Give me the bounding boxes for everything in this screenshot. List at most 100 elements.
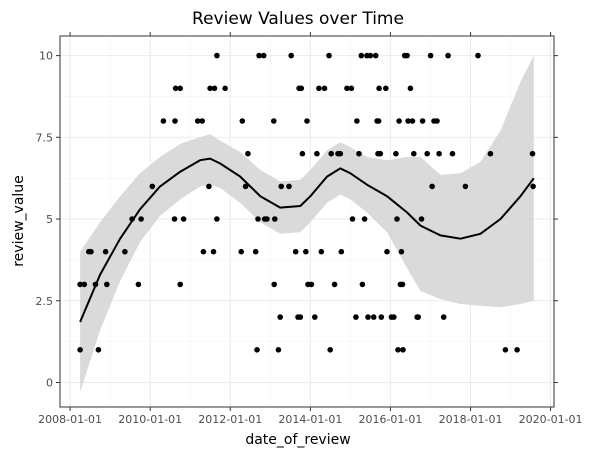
data-point bbox=[172, 85, 179, 92]
data-point bbox=[180, 216, 187, 222]
data-point bbox=[264, 216, 270, 222]
data-point bbox=[394, 216, 400, 222]
smooth-line-layer bbox=[79, 157, 535, 323]
data-point bbox=[207, 85, 213, 92]
data-point bbox=[149, 183, 156, 190]
data-point bbox=[530, 183, 536, 190]
data-point bbox=[303, 248, 309, 255]
data-point bbox=[297, 314, 304, 320]
chart-title: Review Values over Time bbox=[192, 9, 404, 29]
data-point bbox=[418, 216, 425, 222]
data-point bbox=[95, 347, 102, 353]
data-point bbox=[331, 281, 338, 288]
data-point bbox=[393, 150, 399, 157]
x-axis-title: date_of_review bbox=[245, 432, 350, 448]
data-point bbox=[278, 183, 285, 190]
data-point bbox=[171, 216, 178, 222]
data-point bbox=[239, 118, 246, 124]
data-point bbox=[304, 118, 310, 124]
data-point bbox=[275, 347, 282, 353]
data-point bbox=[172, 118, 178, 124]
data-point bbox=[271, 281, 278, 288]
y-axis-title: review_value bbox=[11, 175, 27, 267]
data-point bbox=[361, 216, 368, 222]
data-point bbox=[502, 347, 509, 353]
data-point bbox=[214, 52, 220, 59]
data-point bbox=[344, 85, 350, 92]
data-point bbox=[122, 248, 128, 255]
data-point bbox=[359, 281, 366, 288]
data-point bbox=[378, 314, 385, 320]
y-tick-label: 10 bbox=[39, 50, 53, 63]
data-point bbox=[399, 281, 406, 288]
data-point bbox=[419, 118, 426, 124]
data-point bbox=[398, 248, 405, 255]
data-point bbox=[434, 118, 440, 124]
data-point bbox=[298, 85, 305, 92]
data-point bbox=[396, 118, 402, 124]
data-point bbox=[411, 150, 417, 157]
smooth-line bbox=[79, 157, 535, 323]
data-point bbox=[365, 314, 371, 320]
data-point bbox=[238, 248, 244, 255]
data-point bbox=[404, 52, 410, 59]
data-point bbox=[138, 216, 144, 222]
data-point bbox=[214, 216, 220, 222]
x-axis: 2008-01-01 2010-01-01 2012-01-01 2014-01-01… bbox=[38, 32, 583, 426]
data-point bbox=[242, 183, 249, 190]
data-point bbox=[348, 85, 355, 92]
data-point bbox=[372, 52, 379, 59]
data-point bbox=[407, 85, 414, 92]
points-layer bbox=[77, 52, 536, 353]
data-point bbox=[328, 150, 335, 157]
data-point bbox=[487, 150, 494, 157]
data-point bbox=[353, 314, 359, 320]
data-point bbox=[160, 118, 167, 124]
data-point bbox=[327, 347, 334, 353]
data-point bbox=[338, 248, 345, 255]
data-point bbox=[277, 314, 284, 320]
data-point bbox=[356, 150, 362, 157]
data-point bbox=[206, 183, 212, 190]
data-point bbox=[314, 150, 320, 157]
data-point bbox=[424, 150, 431, 157]
data-point bbox=[299, 150, 306, 157]
data-point bbox=[177, 281, 183, 288]
data-point bbox=[288, 52, 295, 59]
data-point bbox=[81, 281, 88, 288]
data-point bbox=[529, 150, 536, 157]
data-point bbox=[358, 52, 365, 59]
data-point bbox=[367, 52, 374, 59]
data-point bbox=[409, 118, 416, 124]
data-point bbox=[384, 248, 390, 255]
x-tick-label: 2010-01-01 bbox=[118, 413, 182, 426]
data-point bbox=[104, 281, 110, 288]
data-point bbox=[377, 150, 384, 157]
x-tick-label: 2018-01-01 bbox=[439, 413, 503, 426]
data-point bbox=[427, 52, 434, 59]
data-point bbox=[429, 183, 435, 190]
data-point bbox=[292, 248, 299, 255]
x-tick-label: 2016-01-01 bbox=[358, 413, 422, 426]
y-tick-label: 5 bbox=[46, 213, 53, 226]
data-point bbox=[200, 248, 207, 255]
data-point bbox=[88, 248, 94, 255]
data-point bbox=[354, 118, 360, 124]
data-point bbox=[337, 150, 344, 157]
data-point bbox=[135, 281, 142, 288]
data-point bbox=[370, 314, 377, 320]
data-point bbox=[77, 347, 83, 353]
confidence-ribbon-layer bbox=[80, 55, 534, 393]
data-point bbox=[349, 216, 356, 222]
data-point bbox=[395, 347, 401, 353]
data-point bbox=[308, 281, 315, 288]
data-point bbox=[400, 347, 406, 353]
y-tick-label: 7.5 bbox=[36, 131, 54, 144]
data-point bbox=[318, 248, 325, 255]
panel-border bbox=[59, 35, 555, 408]
data-point bbox=[375, 118, 382, 124]
data-point bbox=[254, 347, 260, 353]
y-tick-label: 2.5 bbox=[36, 295, 54, 308]
data-point bbox=[194, 118, 201, 124]
data-point bbox=[405, 118, 411, 124]
